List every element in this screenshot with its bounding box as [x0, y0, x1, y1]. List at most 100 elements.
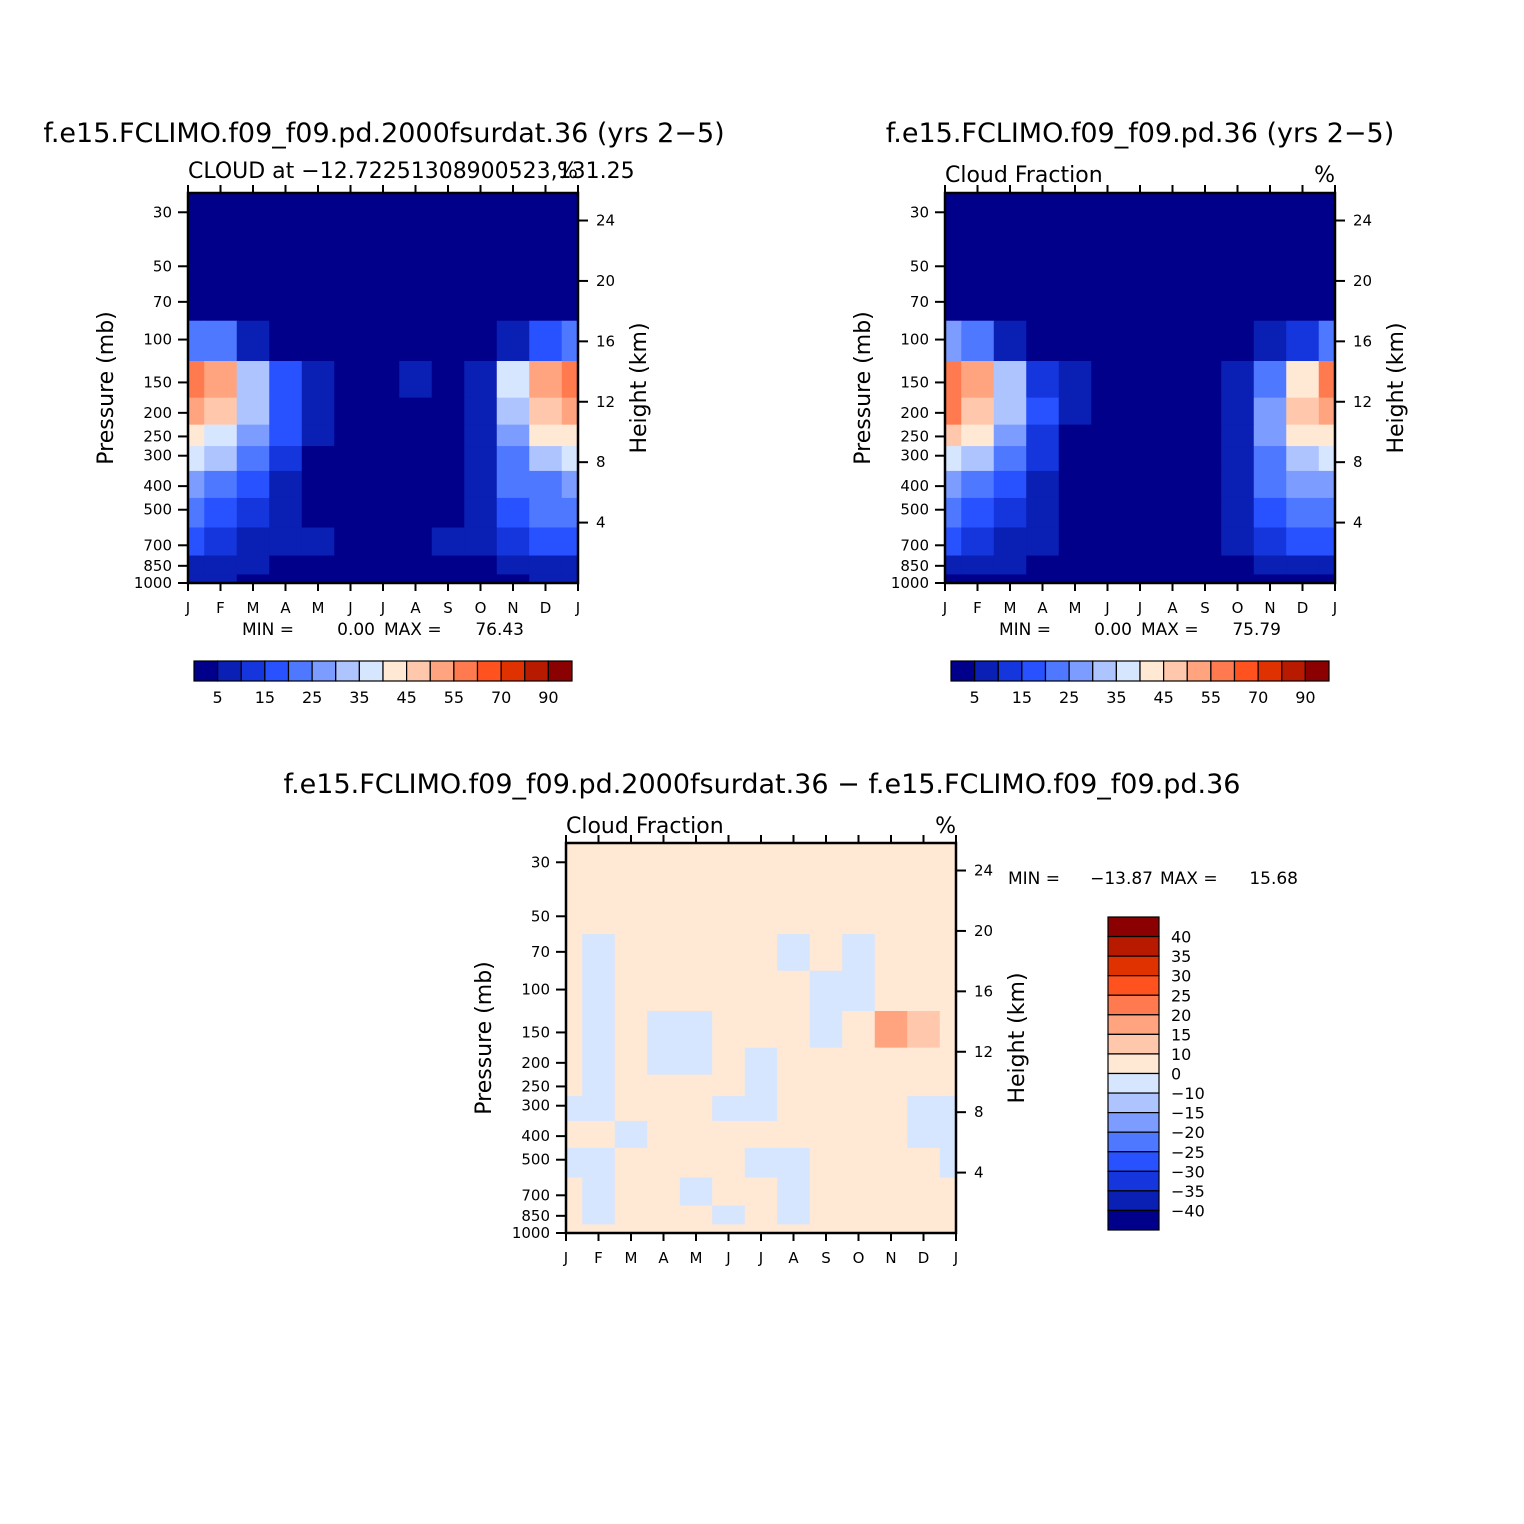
heatmap-cell [399, 239, 433, 285]
y2-tick-label: 12 [974, 1043, 993, 1061]
heatmap-cell [712, 1096, 746, 1122]
heatmap-cell [1156, 470, 1190, 499]
heatmap-cell [945, 360, 962, 399]
heatmap-cell [712, 1010, 746, 1049]
colorbar-swatch [1092, 660, 1117, 682]
heatmap-cell [945, 397, 962, 426]
heatmap-cell [647, 1177, 681, 1207]
heatmap-cell [993, 360, 1027, 399]
x-tick-label: J [380, 599, 385, 617]
y-tick-label: 300 [143, 447, 172, 465]
colorbar-label: −15 [1171, 1104, 1205, 1123]
heatmap-cell [809, 934, 843, 972]
heatmap-cell [1123, 497, 1157, 529]
y2-axis-label: Height (km) [627, 322, 652, 453]
colorbar-label: −40 [1171, 1201, 1205, 1220]
heatmap-cell [1058, 555, 1092, 576]
colorbar-swatch [1210, 660, 1236, 682]
heatmap-cell [431, 397, 465, 426]
heatmap-cell [907, 1074, 941, 1097]
colorbar-swatch [382, 660, 408, 682]
colorbar-swatch [1163, 660, 1188, 682]
colorbar-swatch [1107, 1072, 1160, 1094]
heatmap-cell [188, 446, 205, 472]
heatmap-cell [1318, 193, 1336, 240]
heatmap-cell [993, 424, 1027, 447]
heatmap-cell [614, 1074, 648, 1097]
heatmap-cell [842, 1096, 876, 1122]
colorbar-label: 35 [1106, 688, 1126, 707]
colorbar-swatch [453, 660, 479, 682]
heatmap-cell [204, 193, 238, 240]
heatmap-cell [561, 446, 579, 472]
heatmap-cell [1058, 397, 1092, 426]
heatmap-cell [874, 970, 908, 1012]
heatmap-cell [334, 239, 368, 285]
heatmap-cell [1123, 360, 1157, 399]
heatmap-cell [1253, 360, 1287, 399]
x-tick-label: A [788, 1249, 799, 1267]
x-tick-label: O [475, 599, 487, 617]
panel1-subtitle: CLOUD at −12.72251308900523,131.25 [188, 159, 635, 184]
heatmap-cell [647, 1120, 681, 1149]
heatmap-cell [939, 1096, 957, 1122]
y-tick-label: 50 [910, 257, 929, 275]
x-tick-label: M [690, 1249, 703, 1267]
heatmap-cell [1221, 446, 1255, 472]
heatmap-cell [1026, 360, 1060, 399]
heatmap-cell [1221, 574, 1255, 584]
heatmap-cell [744, 1147, 778, 1179]
heatmap-cell [204, 497, 238, 529]
x-tick-label: J [953, 1249, 958, 1267]
heatmap-cell [529, 193, 563, 240]
heatmap-cell [712, 1120, 746, 1149]
heatmap-cell [566, 934, 583, 972]
heatmap-cell [1156, 424, 1190, 447]
panel1-min-label: MIN = [242, 620, 294, 640]
heatmap-cell [1026, 239, 1060, 285]
y-tick-label: 1000 [134, 574, 172, 592]
heatmap-cell [269, 527, 303, 557]
heatmap-cell [679, 1205, 713, 1226]
colorbar-label: 20 [1171, 1006, 1191, 1025]
heatmap-cell [561, 424, 579, 447]
heatmap-cell [561, 527, 579, 557]
heatmap-cell [431, 239, 465, 285]
heatmap-cell [1156, 193, 1190, 240]
x-tick-label: F [594, 1249, 603, 1267]
heatmap-cell [301, 446, 335, 472]
colorbar-swatch [547, 660, 573, 682]
heatmap-cell [1156, 239, 1190, 285]
heatmap-cell [874, 1120, 908, 1149]
heatmap-cell [647, 1147, 681, 1179]
heatmap-cell [1253, 527, 1287, 557]
heatmap-cell [1188, 527, 1222, 557]
colorbar-label: 70 [1248, 688, 1268, 707]
heatmap-cell [961, 424, 995, 447]
heatmap-cells [188, 193, 579, 584]
heatmap-cell [874, 843, 908, 890]
x-tick-label: M [625, 1249, 638, 1267]
heatmap-cell [1286, 555, 1320, 576]
colorbar-label: 25 [302, 688, 322, 707]
heatmap-cell [1156, 446, 1190, 472]
heatmap-cell [1156, 555, 1190, 576]
heatmap-cell [496, 470, 530, 499]
heatmap-cell [945, 193, 962, 240]
heatmap-cell [1123, 284, 1157, 322]
heatmap-cell [431, 193, 465, 240]
y-tick-label: 400 [143, 477, 172, 495]
panel2-stats: MIN = 0.00 MAX = 75.79 [999, 620, 1281, 640]
heatmap-cell [939, 1147, 957, 1179]
heatmap-cell [301, 470, 335, 499]
x-tick-label: M [1004, 599, 1017, 617]
y2-tick-label: 4 [1353, 514, 1363, 532]
heatmap-cell [561, 360, 579, 399]
heatmap-cell [939, 934, 957, 972]
heatmap-cell [1156, 320, 1190, 362]
heatmap-cell [431, 284, 465, 322]
heatmap-cell [431, 527, 465, 557]
y-tick-label: 500 [900, 501, 929, 519]
heatmap-cell [1123, 470, 1157, 499]
heatmap-cell [1188, 574, 1222, 584]
